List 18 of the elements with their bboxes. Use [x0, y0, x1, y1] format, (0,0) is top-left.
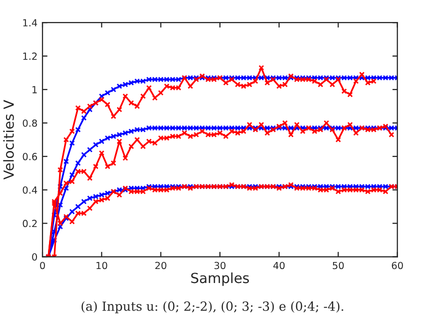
x-axis-title: Samples	[191, 272, 249, 286]
y-tick-label: 1.4	[23, 19, 38, 26]
x-tick-label: 0	[40, 262, 45, 270]
x-tick-label: 60	[392, 262, 403, 270]
x-tick-label: 50	[332, 262, 344, 270]
x-tick-label: 10	[96, 262, 108, 270]
x-tick-label: 30	[214, 262, 226, 270]
y-tick-label: 0.8	[22, 119, 37, 127]
x-tick-label: 40	[273, 262, 285, 270]
x-tick-label: 20	[155, 262, 166, 270]
y-tick-label: 0	[32, 253, 37, 261]
y-axis-title: Velocities V	[3, 100, 14, 180]
y-tick-label: 1	[32, 86, 37, 94]
y-tick-label: 1.2	[23, 52, 37, 60]
y-tick-label: 0.4	[22, 186, 38, 194]
text: (a) Inputs u: (0; 2;-2), (0; 3; -3) e (0;4; -4).	[82, 301, 344, 314]
y-tick-label: 0.2	[22, 220, 37, 228]
y-tick-label: 0.6	[22, 152, 38, 160]
